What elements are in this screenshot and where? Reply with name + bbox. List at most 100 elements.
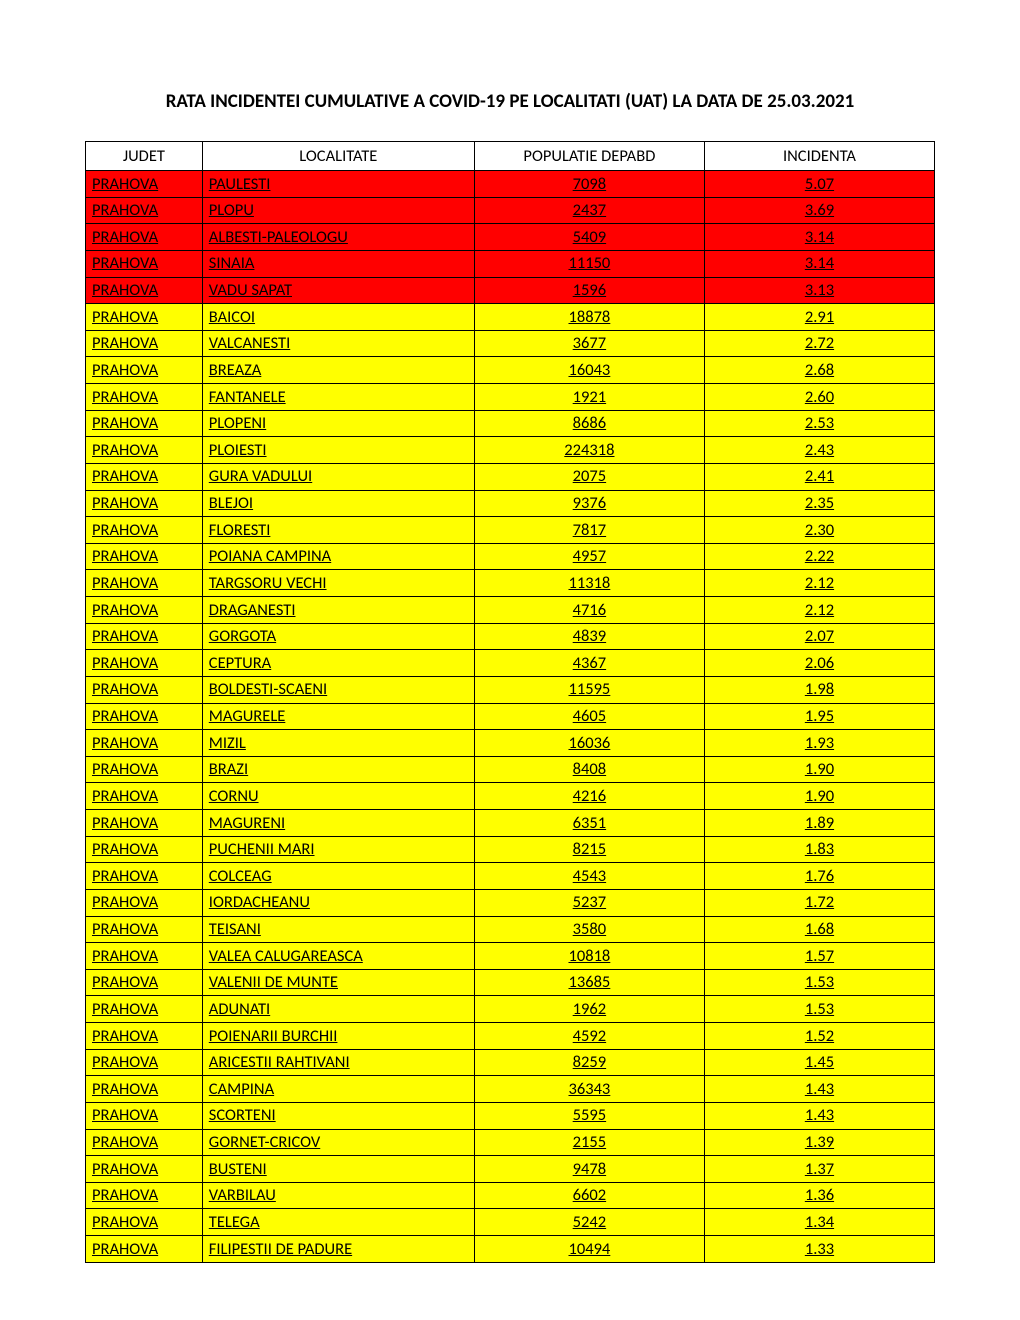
cell-populatie: 1921 [474, 384, 704, 411]
cell-judet: PRAHOVA [86, 543, 203, 570]
table-row: PRAHOVAMAGURENI63511.89 [86, 810, 935, 837]
table-row: PRAHOVAALBESTI-PALEOLOGU54093.14 [86, 224, 935, 251]
cell-judet: PRAHOVA [86, 597, 203, 624]
table-row: PRAHOVAARICESTII RAHTIVANI82591.45 [86, 1049, 935, 1076]
cell-incidenta: 1.52 [704, 1023, 934, 1050]
cell-incidenta: 2.91 [704, 304, 934, 331]
cell-localitate: BRAZI [202, 756, 474, 783]
cell-localitate: POIENARII BURCHII [202, 1023, 474, 1050]
cell-localitate: BAICOI [202, 304, 474, 331]
cell-judet: PRAHOVA [86, 889, 203, 916]
cell-localitate: SINAIA [202, 250, 474, 277]
table-row: PRAHOVAGURA VADULUI20752.41 [86, 463, 935, 490]
cell-localitate: GURA VADULUI [202, 463, 474, 490]
table-row: PRAHOVAPLOIESTI2243182.43 [86, 437, 935, 464]
table-row: PRAHOVASCORTENI55951.43 [86, 1102, 935, 1129]
cell-localitate: TEISANI [202, 916, 474, 943]
cell-populatie: 18878 [474, 304, 704, 331]
cell-populatie: 36343 [474, 1076, 704, 1103]
cell-judet: PRAHOVA [86, 996, 203, 1023]
table-row: PRAHOVAFLORESTI78172.30 [86, 517, 935, 544]
cell-judet: PRAHOVA [86, 1182, 203, 1209]
cell-localitate: PLOPENI [202, 410, 474, 437]
cell-localitate: PLOPU [202, 197, 474, 224]
cell-incidenta: 3.14 [704, 250, 934, 277]
cell-localitate: ARICESTII RAHTIVANI [202, 1049, 474, 1076]
document-page: RATA INCIDENTEI CUMULATIVE A COVID-19 PE… [0, 0, 1020, 1303]
cell-populatie: 4216 [474, 783, 704, 810]
cell-localitate: GORGOTA [202, 623, 474, 650]
cell-populatie: 4957 [474, 543, 704, 570]
cell-incidenta: 2.12 [704, 597, 934, 624]
cell-populatie: 1962 [474, 996, 704, 1023]
cell-judet: PRAHOVA [86, 224, 203, 251]
cell-populatie: 1596 [474, 277, 704, 304]
cell-populatie: 7817 [474, 517, 704, 544]
cell-localitate: BREAZA [202, 357, 474, 384]
cell-populatie: 5409 [474, 224, 704, 251]
cell-incidenta: 3.13 [704, 277, 934, 304]
cell-incidenta: 1.76 [704, 863, 934, 890]
cell-localitate: PLOIESTI [202, 437, 474, 464]
table-row: PRAHOVAPUCHENII MARI82151.83 [86, 836, 935, 863]
table-row: PRAHOVAVALCANESTI36772.72 [86, 330, 935, 357]
cell-incidenta: 1.90 [704, 756, 934, 783]
cell-localitate: VALEA CALUGAREASCA [202, 943, 474, 970]
cell-populatie: 4716 [474, 597, 704, 624]
cell-judet: PRAHOVA [86, 969, 203, 996]
cell-populatie: 9478 [474, 1156, 704, 1183]
table-row: PRAHOVABLEJOI93762.35 [86, 490, 935, 517]
table-header-row: JUDET LOCALITATE POPULATIE DEPABD INCIDE… [86, 142, 935, 171]
col-header-judet: JUDET [86, 142, 203, 171]
table-row: PRAHOVABAICOI188782.91 [86, 304, 935, 331]
cell-judet: PRAHOVA [86, 410, 203, 437]
cell-incidenta: 5.07 [704, 171, 934, 198]
cell-populatie: 16043 [474, 357, 704, 384]
cell-incidenta: 1.34 [704, 1209, 934, 1236]
cell-incidenta: 2.12 [704, 570, 934, 597]
cell-populatie: 8215 [474, 836, 704, 863]
cell-judet: PRAHOVA [86, 676, 203, 703]
cell-incidenta: 1.93 [704, 730, 934, 757]
cell-incidenta: 1.98 [704, 676, 934, 703]
cell-incidenta: 1.33 [704, 1236, 934, 1263]
table-row: PRAHOVABREAZA160432.68 [86, 357, 935, 384]
cell-judet: PRAHOVA [86, 1236, 203, 1263]
cell-judet: PRAHOVA [86, 1049, 203, 1076]
cell-judet: PRAHOVA [86, 836, 203, 863]
cell-incidenta: 1.53 [704, 969, 934, 996]
cell-incidenta: 2.53 [704, 410, 934, 437]
cell-populatie: 5595 [474, 1102, 704, 1129]
table-row: PRAHOVACAMPINA363431.43 [86, 1076, 935, 1103]
cell-incidenta: 1.43 [704, 1102, 934, 1129]
cell-populatie: 8686 [474, 410, 704, 437]
col-header-populatie: POPULATIE DEPABD [474, 142, 704, 171]
cell-populatie: 11318 [474, 570, 704, 597]
cell-judet: PRAHOVA [86, 703, 203, 730]
cell-localitate: CAMPINA [202, 1076, 474, 1103]
cell-judet: PRAHOVA [86, 463, 203, 490]
cell-populatie: 5242 [474, 1209, 704, 1236]
table-row: PRAHOVABUSTENI94781.37 [86, 1156, 935, 1183]
cell-judet: PRAHOVA [86, 1156, 203, 1183]
cell-localitate: POIANA CAMPINA [202, 543, 474, 570]
table-row: PRAHOVAFILIPESTII DE PADURE104941.33 [86, 1236, 935, 1263]
cell-incidenta: 1.95 [704, 703, 934, 730]
table-row: PRAHOVAPOIENARII BURCHII45921.52 [86, 1023, 935, 1050]
cell-incidenta: 1.37 [704, 1156, 934, 1183]
cell-populatie: 10818 [474, 943, 704, 970]
cell-localitate: BLEJOI [202, 490, 474, 517]
cell-populatie: 9376 [474, 490, 704, 517]
cell-incidenta: 2.07 [704, 623, 934, 650]
cell-judet: PRAHOVA [86, 916, 203, 943]
cell-localitate: VALENII DE MUNTE [202, 969, 474, 996]
cell-localitate: COLCEAG [202, 863, 474, 890]
cell-incidenta: 2.06 [704, 650, 934, 677]
cell-judet: PRAHOVA [86, 517, 203, 544]
cell-populatie: 11595 [474, 676, 704, 703]
cell-populatie: 4367 [474, 650, 704, 677]
col-header-localitate: LOCALITATE [202, 142, 474, 171]
table-row: PRAHOVAGORGOTA48392.07 [86, 623, 935, 650]
table-row: PRAHOVAPAULESTI70985.07 [86, 171, 935, 198]
cell-localitate: CORNU [202, 783, 474, 810]
